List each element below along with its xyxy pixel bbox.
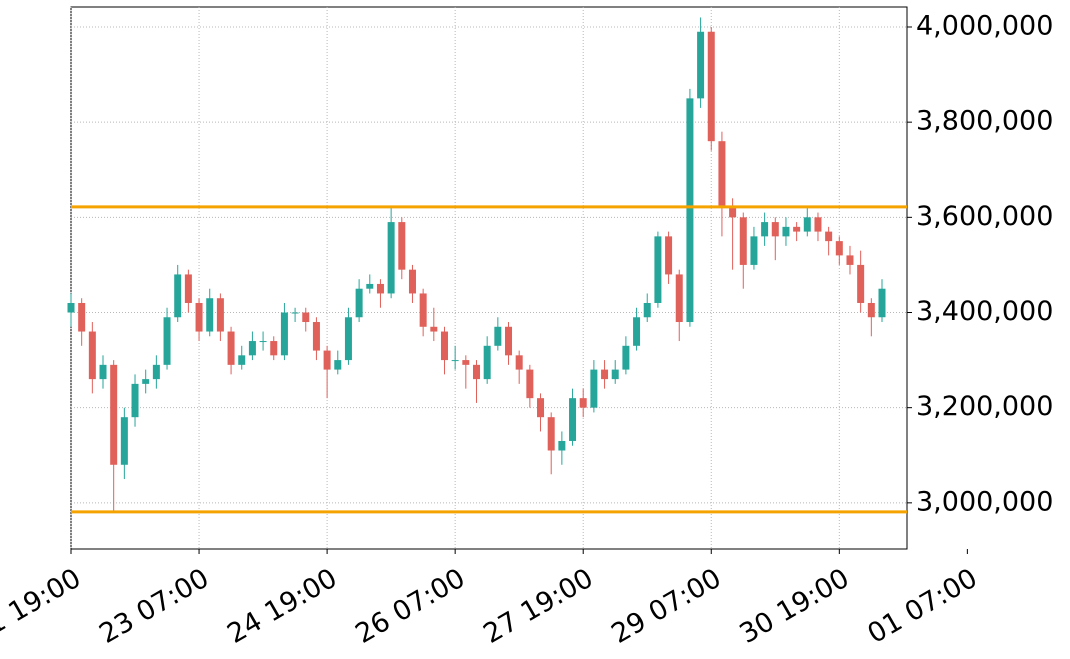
candle-body <box>163 317 171 365</box>
y-tick-label: 3,800,000 <box>916 106 1053 137</box>
candle-body <box>611 369 619 380</box>
candle-body <box>344 317 352 361</box>
candle-body <box>152 364 160 380</box>
x-tick-label: 26 07:00 <box>350 563 470 650</box>
candle-body <box>110 364 118 465</box>
candle-body <box>825 231 833 242</box>
candle-body <box>462 360 470 365</box>
candle-body <box>323 350 331 370</box>
candle-body <box>78 302 86 332</box>
candle-body <box>387 222 395 294</box>
x-tick-label: 30 19:00 <box>734 563 854 650</box>
candle-body <box>739 217 747 265</box>
candle-body <box>569 398 577 441</box>
candle-body <box>494 326 502 346</box>
candle-body <box>878 288 886 318</box>
candle-body <box>302 312 310 323</box>
candle-body <box>216 298 224 332</box>
candle-body <box>280 312 288 356</box>
candle-body <box>835 241 843 256</box>
candle-body <box>857 264 865 303</box>
candle-body <box>88 331 96 380</box>
candle-body <box>120 417 128 465</box>
candle-body <box>195 302 203 332</box>
candle-body <box>248 341 256 356</box>
y-tick-label: 4,000,000 <box>916 10 1053 41</box>
candle-body <box>729 207 737 218</box>
candle-body <box>398 222 406 270</box>
candle-body <box>259 341 267 343</box>
y-tick-label: 3,200,000 <box>916 391 1053 422</box>
candle-body <box>697 31 705 99</box>
candle-body <box>537 398 545 418</box>
x-tick-label: 01 07:00 <box>863 563 983 650</box>
candle-body <box>579 398 587 408</box>
x-tick-label: 21 19:00 <box>0 563 86 650</box>
candle-body <box>601 369 609 380</box>
candle-body <box>558 440 566 451</box>
candle-body <box>547 417 555 451</box>
candle-body <box>270 341 278 356</box>
candle-body <box>846 255 854 265</box>
candle-body <box>238 355 246 365</box>
candle-body <box>366 283 374 289</box>
candle-body <box>408 269 416 294</box>
candle-body <box>718 141 726 208</box>
candle-body <box>867 302 875 318</box>
candle-body <box>227 331 235 365</box>
candle-body <box>376 283 384 294</box>
candle-body <box>67 302 75 313</box>
plot-frame <box>70 6 908 550</box>
candle-body <box>99 364 107 380</box>
candle-body <box>526 369 534 399</box>
candle-body <box>771 222 779 237</box>
x-tick-label: 24 19:00 <box>222 563 342 650</box>
candle-body <box>686 98 694 323</box>
candle-body <box>814 217 822 232</box>
candle-body <box>782 226 790 237</box>
candle-body <box>419 293 427 327</box>
candle-body <box>707 31 715 142</box>
candle-body <box>654 236 662 303</box>
candle-body <box>334 360 342 370</box>
candle-body <box>142 379 150 384</box>
candle-body <box>440 331 448 361</box>
candle-body <box>430 326 438 332</box>
candle-body <box>643 302 651 318</box>
y-tick-label: 3,400,000 <box>916 296 1053 327</box>
candle-body <box>803 217 811 232</box>
x-tick-label: 23 07:00 <box>94 563 214 650</box>
candle-body <box>312 322 320 351</box>
candle-body <box>174 274 182 318</box>
y-tick-label: 3,000,000 <box>916 486 1053 517</box>
candle-body <box>206 298 214 332</box>
candle-body <box>505 326 513 356</box>
candle-body <box>590 369 598 408</box>
candle-body <box>750 236 758 265</box>
candle-body <box>515 355 523 370</box>
y-tick-label: 3,600,000 <box>916 201 1053 232</box>
candle-body <box>451 360 459 362</box>
candle-body <box>291 312 299 314</box>
candle-body <box>131 383 139 418</box>
x-tick-label: 29 07:00 <box>606 563 726 650</box>
candle-body <box>472 364 480 380</box>
candle-body <box>622 345 630 370</box>
candle-body <box>665 236 673 275</box>
candle-body <box>793 226 801 232</box>
candle-body <box>761 222 769 237</box>
candle-body <box>184 274 192 303</box>
candle-body <box>355 288 363 318</box>
candle-body <box>633 317 641 346</box>
candle-body <box>483 345 491 380</box>
x-tick-label: 27 19:00 <box>478 563 598 650</box>
candle-body <box>675 274 683 323</box>
